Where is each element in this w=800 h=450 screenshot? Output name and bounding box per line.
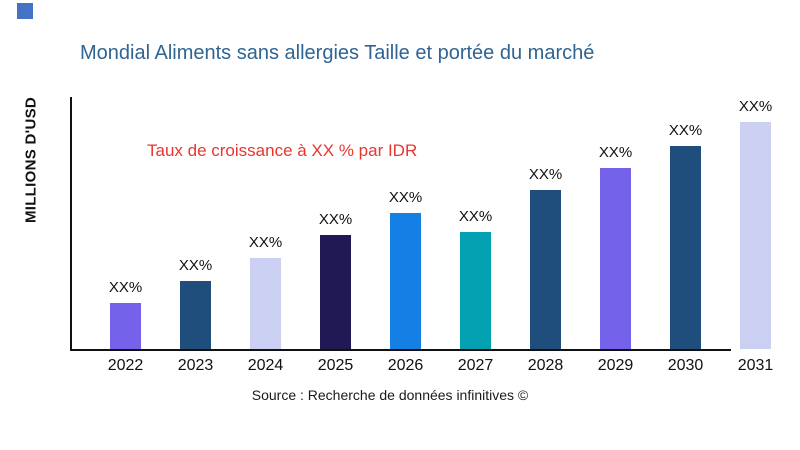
bar-2022 <box>110 303 141 349</box>
bar-2027 <box>460 232 491 349</box>
bar-value-label-2024: XX% <box>248 234 283 251</box>
x-tick-label-2027: 2027 <box>457 357 494 374</box>
growth-rate-annotation: Taux de croissance à XX % par IDR <box>147 141 418 160</box>
bar-value-label-2026: XX% <box>388 189 423 206</box>
bar-value-label-2031: XX% <box>738 98 773 115</box>
bar-value-label-2027: XX% <box>458 208 493 225</box>
bar-2025 <box>320 235 351 349</box>
bar-2026 <box>390 213 421 349</box>
source-caption: Source : Recherche de données infinitive… <box>251 387 529 403</box>
y-axis-line <box>70 97 72 351</box>
bar-2024 <box>250 258 281 349</box>
x-tick-label-2028: 2028 <box>527 357 564 374</box>
brand-square-icon <box>17 3 33 19</box>
x-axis-line <box>70 349 731 351</box>
bar-2023 <box>180 281 211 349</box>
bar-value-label-2028: XX% <box>528 166 563 183</box>
x-tick-label-2022: 2022 <box>107 357 144 374</box>
bar-2031 <box>740 122 771 349</box>
bar-value-label-2023: XX% <box>178 257 213 274</box>
x-tick-label-2031: 2031 <box>737 357 774 374</box>
x-tick-label-2029: 2029 <box>597 357 634 374</box>
x-tick-label-2026: 2026 <box>387 357 424 374</box>
x-tick-label-2025: 2025 <box>317 357 354 374</box>
bar-value-label-2030: XX% <box>668 122 703 139</box>
bar-2029 <box>600 168 631 349</box>
bar-value-label-2029: XX% <box>598 144 633 161</box>
bar-value-label-2022: XX% <box>108 279 143 296</box>
bar-2030 <box>670 146 701 349</box>
x-tick-label-2030: 2030 <box>667 357 704 374</box>
chart-title: Mondial Aliments sans allergies Taille e… <box>80 42 595 64</box>
x-tick-label-2024: 2024 <box>247 357 284 374</box>
bar-2028 <box>530 190 561 349</box>
y-axis-label: MILLIONS D'USD <box>22 96 40 224</box>
x-tick-label-2023: 2023 <box>177 357 214 374</box>
bar-value-label-2025: XX% <box>318 211 353 228</box>
